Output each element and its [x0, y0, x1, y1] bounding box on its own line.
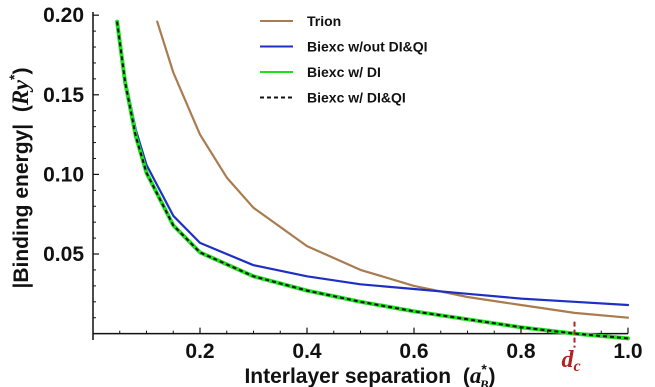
y-axis-label: |Binding energy| — [10, 124, 33, 289]
y-axis-title: |Binding energy| (Ry*) — [6, 67, 33, 288]
y-tick-label: 0.20 — [43, 4, 84, 27]
x-tick-label: 0.2 — [185, 340, 214, 363]
x-tick-label: 0.6 — [399, 340, 428, 363]
series-layer — [115, 19, 630, 341]
legend-label: Trion — [307, 13, 341, 29]
series-line-trion — [156, 20, 630, 319]
axes — [92, 12, 628, 340]
legend-label: Biexc w/ DI — [307, 64, 381, 80]
legend-label: Biexc w/out DI&QI — [307, 39, 428, 55]
x-tick-label: 0.4 — [292, 340, 322, 363]
ticks-layer: 0.2 0.4 0.6 0.8 1.0 0.05 0.10 0.15 0.20 — [43, 4, 642, 363]
x-axis-title: Interlayer separation (a* B) — [244, 361, 495, 387]
dc-label-subscript: c — [574, 358, 581, 375]
y-tick-label: 0.15 — [43, 84, 84, 107]
legend: Trion Biexc w/out DI&QI Biexc w/ DI Biexc w… — [260, 13, 428, 106]
x-axis-label: Interlayer separation — [244, 365, 451, 387]
series-line-biexc-w-di-qi — [116, 21, 629, 340]
x-tick-label: 0.8 — [506, 340, 536, 363]
y-tick-label: 0.10 — [43, 163, 84, 186]
y-tick-label: 0.05 — [43, 243, 84, 266]
annotation-layer: dc — [562, 321, 581, 375]
x-tick-label: 1.0 — [613, 340, 642, 363]
dc-label: dc — [562, 347, 581, 375]
legend-label: Biexc w/ DI&QI — [307, 90, 406, 106]
